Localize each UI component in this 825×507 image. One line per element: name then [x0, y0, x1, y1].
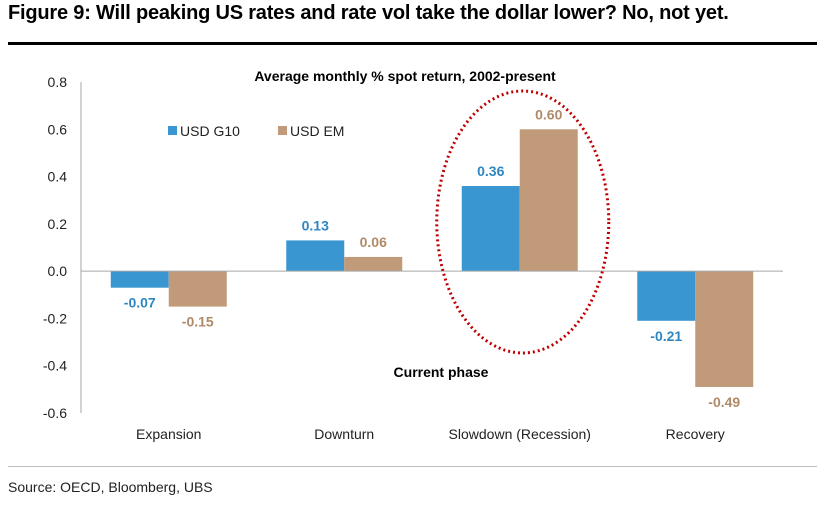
- data-label-usd-g10-recovery: -0.21: [650, 328, 682, 344]
- bar-usd-em-slowdown-recession: [519, 129, 578, 272]
- data-label-usd-em-downturn: 0.06: [360, 234, 387, 250]
- legend-swatch-usd-em: [278, 126, 287, 135]
- legend: USD G10 USD EM: [168, 123, 344, 139]
- bar-usd-g10-recovery: [637, 271, 696, 321]
- bar-usd-g10-expansion: [110, 271, 169, 288]
- x-label-expansion: Expansion: [136, 426, 201, 442]
- current-phase-highlight-ellipse: [435, 89, 611, 355]
- x-labels: Expansion Downturn Slowdown (Recession) Rec…: [136, 426, 725, 442]
- y-tick-label: 0.8: [48, 74, 68, 90]
- y-tick-label: 0.6: [48, 121, 68, 137]
- bar-usd-g10-slowdown-recession: [461, 186, 520, 272]
- x-label-recovery: Recovery: [666, 426, 725, 442]
- bottom-rule: [8, 466, 817, 467]
- y-ticks: 0.8 0.6 0.4 0.2 0.0 -0.2 -0.4 -0.6: [43, 74, 67, 421]
- bar-usd-em-expansion: [168, 271, 227, 307]
- source-note: Source: OECD, Bloomberg, UBS: [8, 479, 213, 495]
- x-label-downturn: Downturn: [314, 426, 374, 442]
- legend-swatch-usd-g10: [168, 126, 177, 135]
- data-label-usd-em-expansion: -0.15: [182, 314, 214, 330]
- current-phase-annotation: Current phase: [394, 364, 489, 380]
- x-label-slowdown-recession: Slowdown (Recession): [449, 426, 591, 442]
- data-label-usd-g10-slowdown-recession: 0.36: [477, 163, 504, 179]
- data-label-usd-em-slowdown-recession: 0.60: [535, 106, 562, 122]
- bar-usd-em-recovery: [695, 271, 754, 387]
- title-rule: [8, 42, 817, 45]
- y-tick-label: -0.2: [43, 310, 67, 326]
- value-labels: -0.07 -0.15 0.13 0.06 0.36 0.60 -0.21 -0.49: [124, 106, 741, 410]
- y-tick-label: -0.4: [43, 358, 67, 374]
- bar-usd-em-downturn: [344, 256, 403, 272]
- y-tick-label: 0.4: [48, 169, 68, 185]
- data-label-usd-em-recovery: -0.49: [708, 394, 740, 410]
- data-label-usd-g10-expansion: -0.07: [124, 295, 156, 311]
- chart-title: Average monthly % spot return, 2002-pres…: [254, 68, 556, 84]
- legend-label-usd-em: USD EM: [290, 123, 344, 139]
- y-tick-label: 0.0: [48, 263, 68, 279]
- figure-title: Figure 9: Will peaking US rates and rate…: [8, 2, 729, 24]
- legend-label-usd-g10: USD G10: [180, 123, 240, 139]
- y-tick-label: -0.6: [43, 405, 67, 421]
- y-tick-label: 0.2: [48, 216, 68, 232]
- data-label-usd-g10-downturn: 0.13: [302, 217, 329, 233]
- bars: [110, 129, 754, 387]
- bar-usd-g10-downturn: [286, 240, 345, 272]
